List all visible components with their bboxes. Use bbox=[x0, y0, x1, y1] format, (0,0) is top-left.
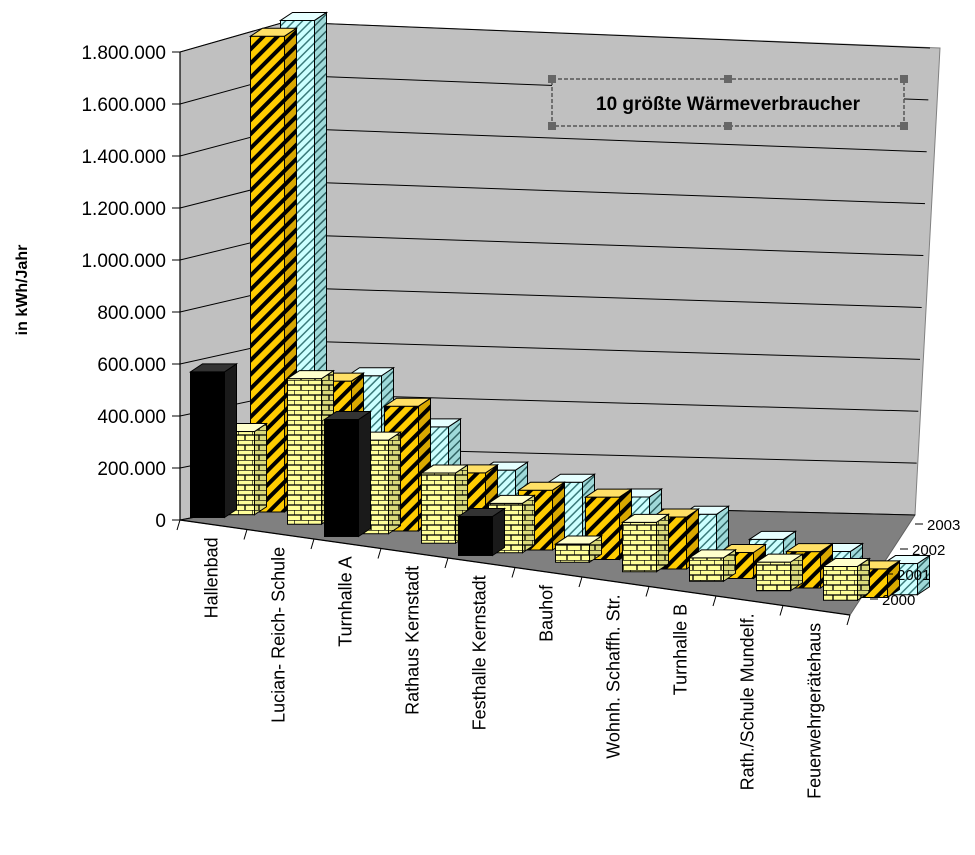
bar bbox=[620, 513, 671, 573]
gridline bbox=[284, 287, 922, 308]
bar-top bbox=[546, 473, 597, 483]
y-axis-label: in kWh/Jahr bbox=[14, 245, 31, 336]
series-label: 2000 bbox=[882, 592, 915, 609]
category-label: Wohnh. Schaffh. Str. bbox=[604, 594, 624, 758]
bar-top bbox=[419, 464, 470, 474]
bar-front bbox=[458, 515, 493, 556]
chart-title: 10 größte Wärmeverbraucher bbox=[596, 94, 861, 115]
bar-front bbox=[756, 561, 791, 592]
series-label: 2001 bbox=[897, 567, 930, 584]
bar bbox=[322, 410, 373, 538]
bar-side bbox=[388, 431, 401, 535]
y-tick-label: 1.200.000 bbox=[81, 199, 166, 220]
chart-title-box[interactable]: 10 größte Wärmeverbraucher bbox=[548, 75, 908, 130]
gridline bbox=[284, 180, 926, 205]
bar-front bbox=[555, 543, 590, 563]
bar-side bbox=[358, 410, 371, 538]
x-tick bbox=[377, 548, 382, 559]
bar bbox=[456, 507, 507, 557]
bar-top bbox=[784, 543, 835, 553]
y-tick-label: 1.800.000 bbox=[81, 43, 166, 64]
x-tick bbox=[243, 529, 248, 540]
gridline bbox=[284, 340, 921, 360]
series-depth-labels: 2000 2001 2002 2003 bbox=[870, 517, 960, 609]
bar bbox=[285, 369, 336, 526]
series-label: 2002 bbox=[912, 542, 945, 559]
bar-top bbox=[278, 11, 329, 21]
bar-front bbox=[622, 521, 657, 573]
bar-top bbox=[248, 27, 299, 37]
category-labels: Hallenbad Lucian- Reich- Schule Turnhalle … bbox=[176, 519, 851, 799]
y-axis: 0 200.000 400.000 600.000 800.000 1.000.000 1.… bbox=[81, 43, 181, 532]
gridline bbox=[179, 21, 286, 53]
bar-top bbox=[747, 530, 798, 540]
x-axis-line bbox=[179, 519, 851, 616]
category-label: Rathaus Kernstadt bbox=[403, 566, 423, 715]
gridline bbox=[284, 127, 927, 153]
x-tick bbox=[578, 576, 583, 588]
x-tick bbox=[444, 557, 449, 569]
bar bbox=[188, 362, 239, 519]
category-label: Lucian- Reich- Schule bbox=[269, 547, 289, 723]
x-tick bbox=[846, 614, 851, 626]
x-tick bbox=[645, 586, 650, 597]
category-label: Turnhalle B bbox=[671, 604, 691, 695]
bar-top bbox=[322, 410, 373, 420]
bar bbox=[687, 548, 738, 583]
x-tick bbox=[310, 538, 315, 550]
bar-front bbox=[324, 418, 359, 537]
gridline bbox=[284, 21, 931, 49]
bar-top bbox=[620, 513, 671, 523]
category-label: Hallenbad bbox=[202, 537, 222, 618]
y-tick-label: 1.000.000 bbox=[81, 251, 166, 272]
x-tick bbox=[176, 519, 181, 531]
bar-top bbox=[285, 370, 336, 380]
y-tick-label: 1.600.000 bbox=[81, 95, 166, 116]
bar-front bbox=[421, 472, 456, 544]
bars bbox=[188, 11, 932, 602]
bar-top bbox=[821, 557, 872, 567]
bar-top bbox=[516, 481, 567, 491]
bar-top bbox=[456, 507, 507, 517]
bar-top bbox=[553, 535, 604, 545]
bar-top bbox=[382, 397, 433, 407]
bar-top bbox=[754, 553, 805, 563]
y-tick-label: 400.000 bbox=[97, 407, 166, 428]
category-label: Festhalle Kernstadt bbox=[470, 575, 490, 730]
y-tick-label: 0 bbox=[155, 511, 166, 532]
bar-top bbox=[687, 549, 738, 559]
x-tick bbox=[779, 605, 784, 616]
x-tick bbox=[712, 595, 717, 607]
y-tick-label: 1.400.000 bbox=[81, 147, 166, 168]
category-label: Rath./Schule Mundelf. bbox=[738, 613, 758, 790]
y-tick-label: 800.000 bbox=[97, 303, 166, 324]
bar-front bbox=[287, 378, 322, 525]
category-label: Turnhalle A bbox=[336, 556, 356, 646]
bar-side bbox=[254, 422, 267, 516]
x-tick bbox=[511, 567, 516, 578]
y-tick-label: 200.000 bbox=[97, 459, 166, 480]
bar-front bbox=[823, 565, 858, 601]
gridline bbox=[284, 233, 924, 257]
bar bbox=[821, 557, 872, 602]
bar-top bbox=[486, 494, 537, 504]
y-tick-label: 600.000 bbox=[97, 355, 166, 376]
bar bbox=[754, 553, 805, 592]
bar-top bbox=[583, 488, 634, 498]
category-label: Bauhof bbox=[537, 584, 557, 642]
bar-side bbox=[224, 362, 237, 519]
bar-top bbox=[188, 363, 239, 373]
category-label: Feuerwehrgerätehaus bbox=[805, 623, 825, 799]
bar-side bbox=[656, 513, 669, 573]
bar-side bbox=[522, 494, 535, 554]
bar-front bbox=[689, 557, 724, 582]
bar bbox=[553, 535, 604, 564]
bar-front bbox=[190, 371, 225, 518]
series-label: 2003 bbox=[927, 517, 960, 534]
